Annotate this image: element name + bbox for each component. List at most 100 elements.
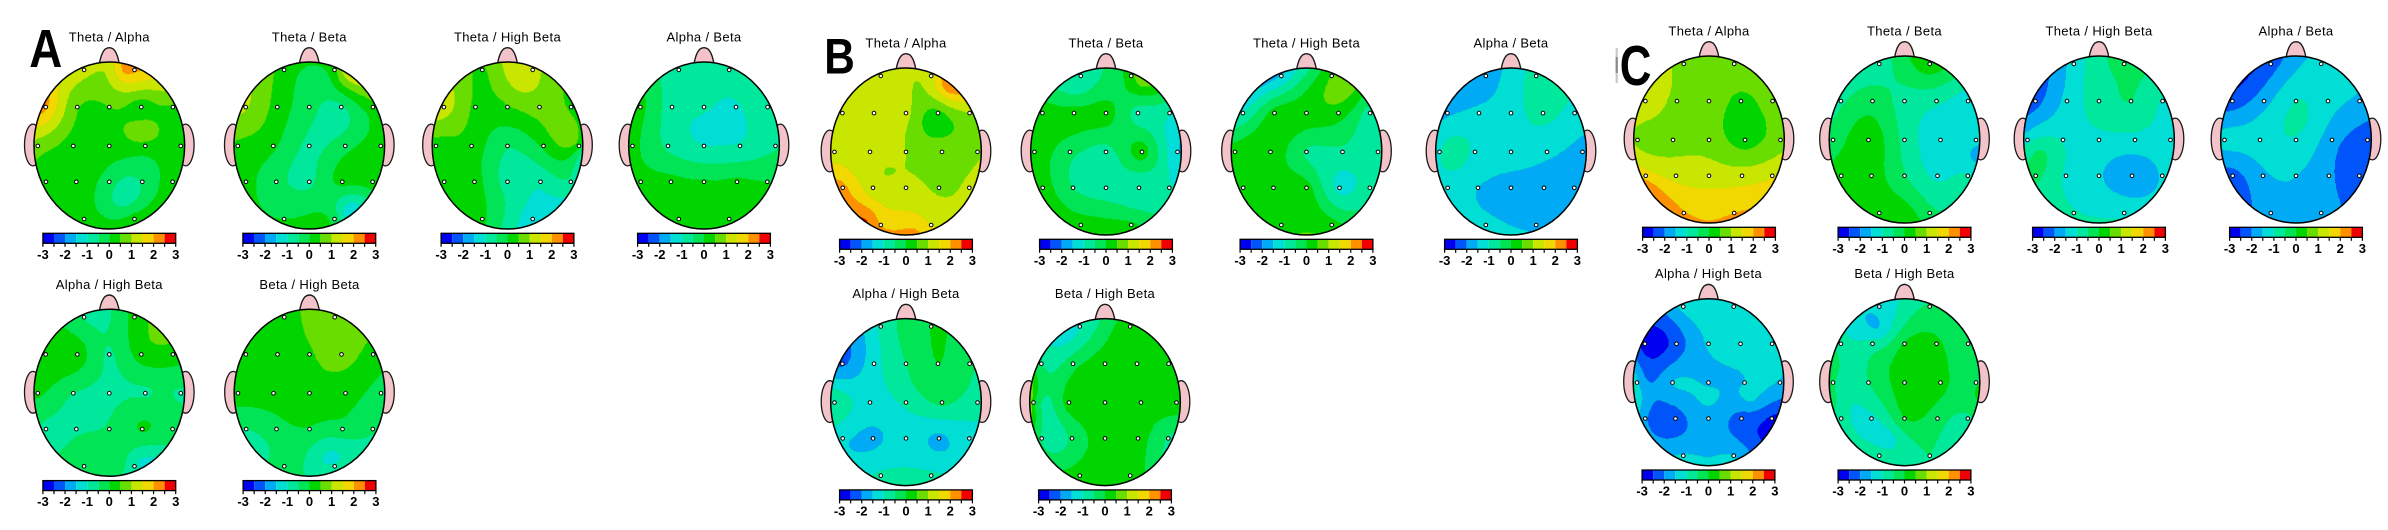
svg-text:-3: -3 bbox=[1033, 503, 1045, 518]
svg-text:3: 3 bbox=[1168, 503, 1175, 518]
svg-text:-3: -3 bbox=[37, 494, 49, 509]
svg-text:0: 0 bbox=[1303, 253, 1310, 268]
svg-text:-1: -1 bbox=[1078, 253, 1090, 268]
svg-text:3: 3 bbox=[767, 247, 774, 262]
svg-text:0: 0 bbox=[700, 247, 707, 262]
svg-text:1: 1 bbox=[1923, 241, 1930, 256]
svg-text:1: 1 bbox=[1728, 241, 1735, 256]
svg-text:Theta / High Beta: Theta / High Beta bbox=[2045, 24, 2153, 39]
svg-text:2: 2 bbox=[350, 247, 357, 262]
svg-text:2: 2 bbox=[745, 247, 752, 262]
svg-text:2: 2 bbox=[947, 253, 954, 268]
svg-text:-2: -2 bbox=[259, 247, 271, 262]
svg-text:-3: -3 bbox=[1234, 253, 1246, 268]
svg-text:Theta / Beta: Theta / Beta bbox=[272, 30, 347, 45]
svg-text:-1: -1 bbox=[1279, 253, 1291, 268]
svg-text:Theta / High Beta: Theta / High Beta bbox=[1253, 36, 1361, 51]
svg-text:-3: -3 bbox=[2027, 241, 2039, 256]
svg-text:-2: -2 bbox=[59, 247, 71, 262]
svg-text:-3: -3 bbox=[632, 247, 644, 262]
svg-text:2: 2 bbox=[947, 503, 954, 518]
svg-text:-1: -1 bbox=[676, 247, 688, 262]
svg-text:Theta / Beta: Theta / Beta bbox=[1068, 36, 1143, 51]
svg-text:-1: -1 bbox=[480, 247, 492, 262]
svg-text:Beta / High Beta: Beta / High Beta bbox=[259, 277, 360, 292]
svg-text:Alpha / High Beta: Alpha / High Beta bbox=[56, 277, 164, 292]
svg-text:-3: -3 bbox=[2224, 241, 2236, 256]
svg-text:2: 2 bbox=[1146, 503, 1153, 518]
svg-text:-2: -2 bbox=[457, 247, 469, 262]
svg-text:-1: -1 bbox=[2268, 241, 2280, 256]
svg-text:3: 3 bbox=[1967, 484, 1974, 499]
svg-text:3: 3 bbox=[969, 253, 976, 268]
svg-text:Alpha / High Beta: Alpha / High Beta bbox=[852, 286, 960, 301]
svg-text:-3: -3 bbox=[237, 247, 249, 262]
svg-text:-2: -2 bbox=[2049, 241, 2061, 256]
svg-text:0: 0 bbox=[902, 503, 909, 518]
svg-text:-3: -3 bbox=[1637, 241, 1649, 256]
svg-text:0: 0 bbox=[902, 253, 909, 268]
svg-text:Theta / Alpha: Theta / Alpha bbox=[865, 36, 947, 51]
svg-text:1: 1 bbox=[328, 247, 335, 262]
svg-text:0: 0 bbox=[1705, 241, 1712, 256]
svg-text:-2: -2 bbox=[856, 503, 868, 518]
svg-text:-2: -2 bbox=[2246, 241, 2258, 256]
svg-text:3: 3 bbox=[1574, 253, 1581, 268]
svg-text:-2: -2 bbox=[1461, 253, 1473, 268]
svg-text:Alpha / High Beta: Alpha / High Beta bbox=[1655, 266, 1763, 281]
svg-text:-1: -1 bbox=[2071, 241, 2083, 256]
svg-text:Theta / Alpha: Theta / Alpha bbox=[1668, 24, 1750, 39]
svg-text:0: 0 bbox=[2095, 241, 2102, 256]
svg-text:-1: -1 bbox=[1681, 241, 1693, 256]
svg-text:0: 0 bbox=[504, 247, 511, 262]
svg-text:-3: -3 bbox=[435, 247, 447, 262]
svg-text:1: 1 bbox=[1125, 253, 1132, 268]
svg-text:0: 0 bbox=[1705, 484, 1712, 499]
svg-text:3: 3 bbox=[172, 494, 179, 509]
svg-text:2: 2 bbox=[350, 494, 357, 509]
svg-text:1: 1 bbox=[1727, 484, 1734, 499]
svg-text:-2: -2 bbox=[59, 494, 71, 509]
svg-text:-3: -3 bbox=[1832, 484, 1844, 499]
svg-text:3: 3 bbox=[1169, 253, 1176, 268]
svg-text:3: 3 bbox=[2162, 241, 2169, 256]
svg-text:B: B bbox=[824, 28, 855, 85]
svg-text:1: 1 bbox=[925, 503, 932, 518]
svg-text:-2: -2 bbox=[1854, 484, 1866, 499]
svg-text:2: 2 bbox=[150, 494, 157, 509]
svg-text:3: 3 bbox=[372, 247, 379, 262]
svg-text:-3: -3 bbox=[1636, 484, 1648, 499]
svg-text:2: 2 bbox=[1945, 241, 1952, 256]
svg-text:1: 1 bbox=[1530, 253, 1537, 268]
svg-text:-1: -1 bbox=[878, 503, 890, 518]
svg-text:2: 2 bbox=[548, 247, 555, 262]
svg-text:3: 3 bbox=[1772, 241, 1779, 256]
svg-text:0: 0 bbox=[2292, 241, 2299, 256]
svg-text:-1: -1 bbox=[1877, 241, 1889, 256]
svg-text:-1: -1 bbox=[282, 494, 294, 509]
svg-text:1: 1 bbox=[128, 247, 135, 262]
svg-text:-1: -1 bbox=[1483, 253, 1495, 268]
svg-text:-3: -3 bbox=[834, 253, 846, 268]
svg-text:Alpha / Beta: Alpha / Beta bbox=[2258, 24, 2333, 39]
svg-text:-2: -2 bbox=[259, 494, 271, 509]
svg-text:-3: -3 bbox=[37, 247, 49, 262]
svg-text:0: 0 bbox=[106, 247, 113, 262]
svg-text:-1: -1 bbox=[281, 247, 293, 262]
svg-text:0: 0 bbox=[306, 494, 313, 509]
svg-text:2: 2 bbox=[1147, 253, 1154, 268]
svg-text:Beta / High Beta: Beta / High Beta bbox=[1854, 266, 1955, 281]
svg-text:Theta / Beta: Theta / Beta bbox=[1867, 24, 1942, 39]
svg-text:-3: -3 bbox=[1439, 253, 1451, 268]
svg-text:2: 2 bbox=[150, 247, 157, 262]
svg-text:-2: -2 bbox=[856, 253, 868, 268]
svg-text:1: 1 bbox=[1124, 503, 1131, 518]
svg-text:0: 0 bbox=[106, 494, 113, 509]
svg-text:-2: -2 bbox=[1658, 484, 1670, 499]
svg-text:-2: -2 bbox=[1854, 241, 1866, 256]
svg-text:-1: -1 bbox=[1077, 503, 1089, 518]
svg-text:0: 0 bbox=[1102, 253, 1109, 268]
svg-text:0: 0 bbox=[306, 247, 313, 262]
svg-text:-1: -1 bbox=[878, 253, 890, 268]
svg-text:2: 2 bbox=[1552, 253, 1559, 268]
